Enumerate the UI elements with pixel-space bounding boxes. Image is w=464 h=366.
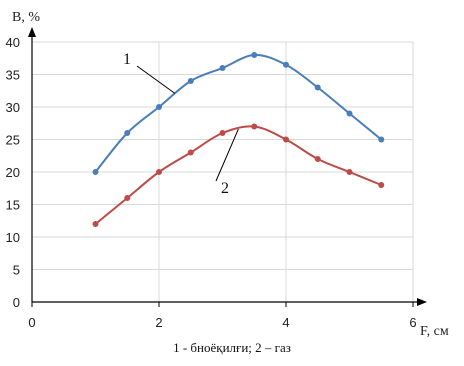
series-2-leader-line — [215, 128, 239, 182]
data-point-series-1 — [92, 169, 99, 175]
x-tick-label: 4 — [282, 315, 289, 330]
data-point-series-2 — [124, 195, 131, 201]
data-point-series-1 — [219, 65, 226, 71]
x-tick-label: 2 — [155, 315, 162, 330]
data-point-series-1 — [346, 110, 353, 117]
data-point-series-1 — [378, 136, 385, 143]
y-tick-label: 5 — [13, 263, 20, 278]
data-point-series-1 — [124, 130, 131, 136]
data-point-series-2 — [92, 221, 99, 227]
x-axis-title: F, см — [420, 324, 449, 339]
chart-grid — [32, 41, 414, 302]
data-point-series-2 — [346, 169, 353, 175]
y-tick-label: 20 — [6, 165, 20, 180]
tick-labels: 0 5 10 15 20 25 30 35 40 0 2 4 6 — [6, 35, 417, 330]
y-tick-label: 25 — [6, 133, 20, 148]
data-point-series-1 — [156, 104, 162, 110]
y-axis-arrow — [28, 27, 36, 37]
data-point-series-2 — [187, 149, 194, 156]
x-tick-label: 0 — [28, 315, 35, 330]
y-tick-label: 0 — [13, 295, 20, 310]
data-point-series-1 — [283, 61, 289, 68]
series-line-2 — [94, 125, 382, 225]
data-point-series-2 — [283, 136, 289, 143]
data-point-series-2 — [314, 156, 321, 162]
data-point-series-2 — [219, 130, 226, 136]
y-axis-title: B, % — [12, 10, 40, 25]
y-tick-label: 15 — [6, 198, 20, 213]
series-1-label: 1 — [123, 51, 131, 68]
data-point-series-2 — [251, 123, 258, 130]
x-axis-arrow — [417, 298, 427, 306]
chart-caption: 1 - бноёқилғи; 2 – газ — [173, 340, 291, 355]
chart-axes — [28, 27, 427, 307]
y-tick-label: 30 — [6, 100, 20, 115]
y-tick-label: 40 — [6, 35, 20, 50]
data-point-series-1 — [314, 84, 321, 91]
series-points — [92, 52, 385, 227]
data-point-series-2 — [378, 182, 385, 188]
series-2-label: 2 — [221, 180, 229, 197]
x-tick-label: 6 — [409, 315, 416, 330]
data-point-series-1 — [187, 78, 194, 84]
y-tick-label: 10 — [6, 230, 20, 245]
y-tick-label: 35 — [6, 68, 20, 83]
series-line-1 — [94, 53, 382, 173]
data-point-series-2 — [156, 169, 162, 175]
series-labels: 12 — [123, 51, 239, 197]
series-1-leader-line — [136, 65, 176, 94]
series-lines — [94, 53, 382, 225]
data-point-series-1 — [251, 52, 258, 58]
